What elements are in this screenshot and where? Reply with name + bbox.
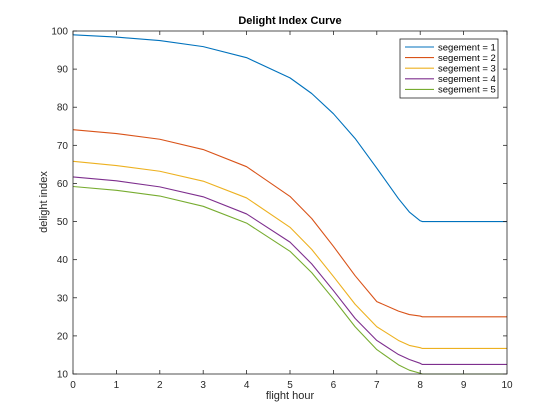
axis-ticks (72, 30, 508, 375)
legend-label-2: segement = 2 (438, 53, 496, 64)
series-line-3 (72, 160, 507, 350)
x-tick-label: 5 (287, 380, 293, 391)
y-tick-label: 10 (57, 370, 69, 381)
x-axis-label: flight hour (266, 390, 315, 402)
y-tick-label: 50 (57, 217, 69, 228)
x-tick-label: 3 (200, 380, 206, 391)
y-tick-label: 80 (57, 103, 69, 114)
y-tick-label: 100 (51, 27, 68, 38)
x-tick-labels: 0 1 2 3 4 5 6 7 8 9 10 (70, 380, 513, 391)
x-tick-label: 8 (417, 380, 423, 391)
plot-frame (72, 30, 508, 375)
series-line-1 (72, 34, 507, 223)
y-axis-label: delight index (38, 171, 50, 233)
y-tick-label: 40 (57, 255, 69, 266)
series-line-4 (72, 176, 507, 366)
x-tick-label: 4 (244, 380, 250, 391)
x-tick-label: 7 (374, 380, 380, 391)
series-line-2 (72, 129, 507, 318)
x-tick-label: 2 (157, 380, 163, 391)
y-tick-label: 30 (57, 293, 69, 304)
x-tick-label: 1 (114, 380, 120, 391)
x-tick-label: 9 (461, 380, 467, 391)
legend-label-4: segement = 4 (438, 74, 496, 85)
x-tick-label: 6 (331, 380, 337, 391)
legend-label-5: segement = 5 (438, 85, 496, 96)
y-tick-label: 60 (57, 179, 69, 190)
legend-label-3: segement = 3 (438, 64, 496, 75)
chart-title: Delight Index Curve (238, 15, 341, 27)
y-tick-label: 20 (57, 331, 69, 342)
y-tick-labels: 10 20 30 40 50 60 70 80 90 100 (51, 27, 68, 381)
legend-label-1: segement = 1 (438, 42, 496, 53)
x-tick-label: 0 (70, 380, 76, 391)
y-tick-label: 70 (57, 141, 69, 152)
x-tick-label: 10 (501, 380, 513, 391)
series-lines (72, 34, 507, 375)
y-tick-label: 90 (57, 65, 69, 76)
